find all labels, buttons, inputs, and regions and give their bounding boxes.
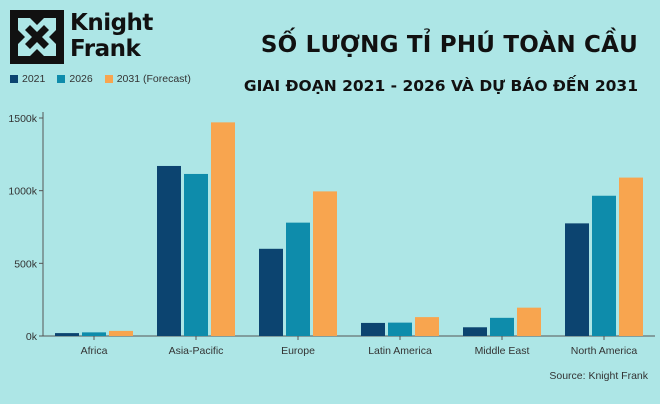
bar-2026-asia-pacific bbox=[184, 173, 208, 336]
y-tick-label: 1000k bbox=[8, 186, 37, 198]
bar-2031-latin-america bbox=[415, 317, 439, 336]
bar-2021-middle-east bbox=[463, 327, 487, 336]
x-tick-label: Africa bbox=[81, 345, 108, 357]
x-tick-label: Asia-Pacific bbox=[169, 345, 224, 357]
y-tick-label: 500k bbox=[14, 258, 38, 270]
x-tick-label: North America bbox=[571, 345, 638, 357]
bar-2021-north-america bbox=[565, 223, 589, 336]
x-tick-label: Latin America bbox=[368, 345, 432, 357]
bar-2021-asia-pacific bbox=[157, 165, 181, 336]
logo-mark-icon bbox=[10, 10, 64, 64]
bar-2031-africa bbox=[109, 330, 133, 336]
legend-item-2031: 2031 (Forecast) bbox=[104, 73, 191, 85]
bar-2021-europe bbox=[259, 248, 283, 336]
legend-swatch-2026 bbox=[57, 75, 66, 83]
bar-2021-latin-america bbox=[361, 322, 385, 336]
x-tick-label: Europe bbox=[281, 345, 315, 357]
legend-item-2021: 2021 bbox=[10, 73, 45, 85]
legend-swatch-2031 bbox=[104, 75, 113, 83]
legend-label-2026: 2026 bbox=[69, 73, 93, 85]
bar-2026-africa bbox=[82, 332, 106, 336]
legend-swatch-2021 bbox=[10, 75, 18, 83]
legend-item-2026: 2026 bbox=[57, 73, 93, 85]
bar-2026-latin-america bbox=[388, 322, 412, 336]
knight-frank-logo: Knight Frank bbox=[10, 10, 153, 64]
chart-title: SỐ LƯỢNG TỈ PHÚ TOÀN CẦU bbox=[260, 32, 638, 58]
logo-wordmark: Knight Frank bbox=[70, 10, 153, 62]
legend-label-2021: 2021 bbox=[22, 73, 46, 85]
bar-2031-north-america bbox=[619, 177, 643, 336]
bar-2026-north-america bbox=[592, 195, 616, 336]
y-tick-label: 0k bbox=[26, 331, 38, 343]
chart-subtitle: GIAI ĐOẠN 2021 - 2026 VÀ DỰ BÁO ĐẾN 2031 bbox=[243, 77, 638, 95]
legend: 2021 2026 2031 (Forecast) bbox=[10, 73, 191, 85]
bar-chart: 0k 500k 1000k 1500k Africa Asia-Pacific Europe… bbox=[8, 112, 655, 357]
bar-2031-middle-east bbox=[517, 307, 541, 336]
bar-2026-middle-east bbox=[490, 317, 514, 336]
x-tick-label: Middle East bbox=[475, 345, 530, 357]
source-note: Source: Knight Frank bbox=[549, 370, 648, 382]
bar-2031-asia-pacific bbox=[211, 122, 235, 336]
y-tick-label: 1500k bbox=[8, 113, 37, 125]
bar-2026-europe bbox=[286, 222, 310, 336]
bar-2031-europe bbox=[313, 191, 337, 336]
bar-2021-africa bbox=[55, 333, 79, 336]
legend-label-2031: 2031 (Forecast) bbox=[116, 73, 191, 85]
